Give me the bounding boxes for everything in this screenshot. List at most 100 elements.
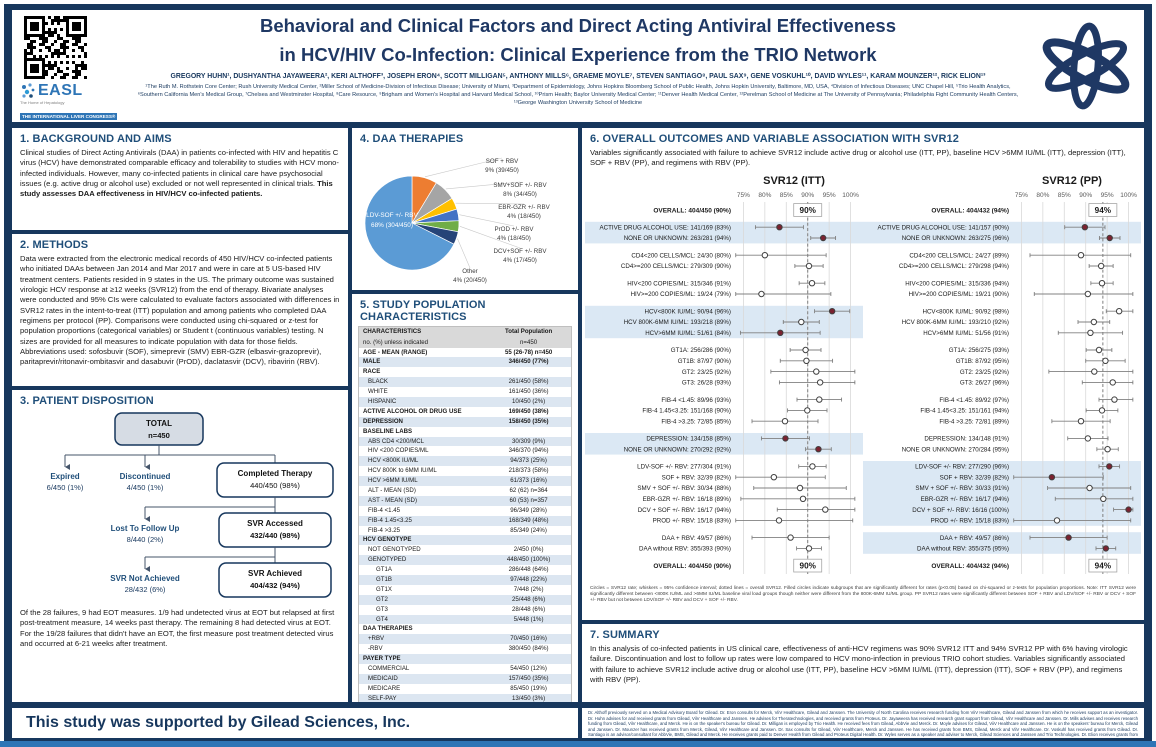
forest-point [1097, 262, 1105, 269]
table-row: ALT - MEAN (SD) 62 (62) n=364 [368, 486, 548, 494]
forest-point [1086, 484, 1093, 491]
svg-text:95%: 95% [823, 192, 836, 199]
forest-point [761, 251, 769, 259]
funding-text: This study was supported by Gilead Scien… [26, 714, 411, 731]
table-row: SELF-PAY 13/450 (3%) [359, 693, 571, 702]
forest-row-label: HCV<800K IU/ML: 90/92 (98%) [923, 308, 1010, 315]
svg-text:80%: 80% [1036, 192, 1049, 199]
trio-network-logo [1042, 22, 1130, 110]
overall-value-box [1088, 558, 1118, 573]
flow-leaf-label: Lost To Follow Up [111, 524, 180, 533]
forest-row-label: HIV<200 COPIES/ML: 315/336 (94%) [905, 280, 1009, 287]
forest-point [1065, 534, 1072, 541]
svg-text:Completed Therapy: Completed Therapy [238, 469, 313, 478]
section-patient-disposition: 3. PATIENT DISPOSITION TOTAL n=450 Expired… [12, 390, 348, 702]
forest-row-label: NONE OR UNKNOWN: 270/284 (95%) [902, 446, 1009, 453]
table-row: BASELINE LABS [363, 427, 413, 435]
table-row: AST - MEAN (SD) 60 (53) n=357 [359, 495, 571, 506]
svg-text:8/440 (2%): 8/440 (2%) [127, 535, 164, 544]
table-row: HCV >6MM IU/ML 61/373 (16%) [359, 476, 571, 486]
table-row: DEPRESSION 158/450 (35%) [359, 416, 571, 427]
overall-value-box [793, 202, 823, 217]
forest-row-label: GT3: 26/28 (93%) [682, 379, 731, 386]
forest-plot-svr12-pp: 75% 80% 85% 90% 95% 100% SVR12 (PP) OVERALL: 40… [863, 175, 1141, 574]
forest-point [1084, 290, 1092, 297]
forest-point [776, 223, 783, 231]
forest-point [775, 516, 783, 524]
bottom-accent-strip [0, 741, 1156, 747]
section1-text-bold: This study assesses DAA effectiveness in… [20, 178, 333, 199]
forest-point [1048, 473, 1056, 481]
svg-text:SVR Achieved: SVR Achieved [248, 569, 302, 578]
table-row: GT1X 7/448 (2%) [376, 585, 544, 593]
section2-title: 2. METHODS [20, 239, 89, 251]
section4-title: 4. DAA THERAPIES [360, 133, 464, 145]
table-row: HCV <800K IU/ML 94/373 (25%) [359, 456, 571, 467]
forest-point [1115, 307, 1123, 315]
section2-body: Data were extracted from the electronic … [20, 254, 340, 367]
table-row: MALE 346/450 (77%) [359, 357, 571, 368]
forest-point [781, 417, 789, 425]
svg-text:n=450: n=450 [148, 431, 170, 440]
pie-label: EBR-GZR +/- RBV [498, 204, 550, 211]
forest-point [1109, 378, 1116, 386]
forest-point [828, 307, 836, 315]
forest-row-label: HCV<800K IU/ML: 90/94 (96%) [645, 308, 732, 315]
table-row: GT3 28/448 (6%) [376, 605, 546, 613]
table-row: HISPANIC 10/450 (2%) [359, 396, 571, 407]
forest-point [808, 279, 816, 287]
qr-code [24, 16, 88, 80]
flow-box [114, 412, 204, 446]
svg-text:90%: 90% [801, 192, 814, 199]
forest-row-label: CD4<200 CELLS/MCL: 24/27 (89%) [909, 252, 1009, 259]
daa-therapies-pie-chart: SOF + RBV 9% (39/450) SMV+SOF +/- RBV 8% (3… [364, 157, 551, 284]
table-row: GT2 25/448 (6%) [359, 594, 571, 605]
flow-leaf-label: Discontinued [120, 472, 171, 481]
forest-row-label: DAA without RBV: 355/393 (90%) [639, 545, 731, 552]
forest-row-label: FIB-4 <1.45: 89/92 (97%) [939, 396, 1009, 403]
poster-title-line1: Behavioral and Clinical Factors and Dire… [259, 15, 897, 36]
forest-row-label: CD4>=200 CELLS/MCL: 279/309 (90%) [621, 263, 731, 270]
forest-point [787, 534, 794, 541]
forest-point [819, 234, 827, 241]
svg-text:85%: 85% [780, 192, 793, 199]
svg-text:6/450 (1%): 6/450 (1%) [47, 483, 84, 492]
forest-point [816, 396, 823, 403]
overall-value-box [793, 558, 823, 573]
forest-row-label: GT1B: 87/97 (90%) [678, 358, 731, 365]
easl-dots-icon [22, 83, 35, 98]
svg-text:75%: 75% [1015, 192, 1028, 199]
svg-text:90%: 90% [800, 561, 817, 570]
forest-row-label: GT1A: 256/275 (93%) [949, 347, 1009, 354]
forest-row-label: SMV + SOF +/- RBV: 30/34 (88%) [637, 485, 731, 492]
svg-text:90%: 90% [800, 206, 817, 215]
forest-point [799, 495, 807, 502]
svg-text:95%: 95% [1101, 192, 1114, 199]
overall-label: OVERALL: 404/432 (94%) [931, 207, 1009, 214]
forest-row-label: DAA + RBV: 49/57 (86%) [662, 534, 731, 541]
forest-row-label: CD4<200 CELLS/MCL: 24/30 (80%) [631, 252, 731, 259]
forest-point [816, 378, 824, 386]
forest-point [813, 368, 820, 375]
flow-leaf-label: Expired [50, 472, 79, 481]
header-panel: EASL The Home of Hepatology THE INTERNAT… [12, 10, 1144, 122]
svg-text:80%: 80% [758, 192, 771, 199]
forest-row-label: HCV>6MM IU/ML: 51/56 (91%) [923, 330, 1009, 337]
forest-point [1077, 417, 1085, 425]
svg-text:SVR Accessed: SVR Accessed [247, 519, 303, 528]
easl-congress-label: THE INTERNATIONAL LIVER CONGRESS® [20, 113, 118, 121]
forest-point [1125, 506, 1132, 513]
affiliations-line: ¹The Ruth M. Rothstein Core Center; Rush… [137, 83, 1019, 107]
forest-row-label: GT2: 23/25 (92%) [960, 368, 1009, 375]
forest-point [1104, 445, 1111, 453]
section-background-aims: 1. BACKGROUND AND AIMS Clinical studies … [12, 128, 348, 230]
section6-title: 6. OVERALL OUTCOMES AND VARIABLE ASSOCIA… [590, 133, 959, 145]
forest-row-label: PROD +/- RBV: 15/18 (83%) [931, 517, 1009, 524]
table-row: GT1B 97/448 (22%) [359, 574, 571, 585]
forest-row-label: GT1B: 87/92 (95%) [956, 358, 1009, 365]
forest-point [802, 346, 809, 353]
forest-plot-title: SVR12 (ITT) [763, 175, 825, 187]
pie-label: LDV-SOF +/- RBV [366, 212, 418, 219]
easl-logo: EASL The Home of Hepatology THE INTERNAT… [20, 82, 125, 122]
